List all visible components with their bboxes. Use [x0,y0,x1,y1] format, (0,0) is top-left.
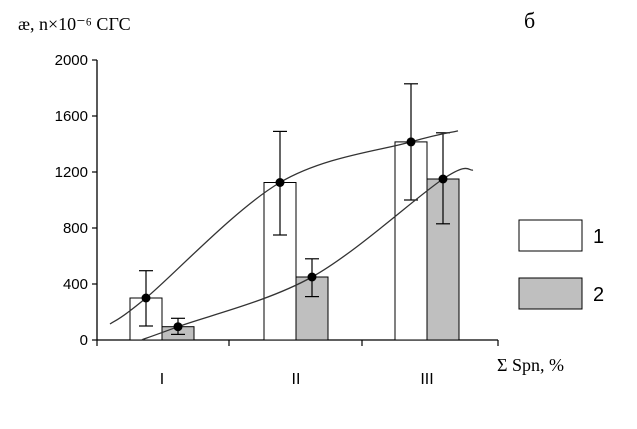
x-tick-label: II [292,371,301,388]
legend: 12 [518,219,604,310]
x-axis-title: Σ Spn, % [497,355,564,375]
legend-label-2: 2 [593,284,604,306]
y-tick-label: 400 [63,276,88,293]
data-point-series-1 [275,178,285,187]
panel-label: б [524,8,535,33]
data-point-series-2 [307,272,317,282]
data-point-series-1 [406,137,416,147]
x-tick-label: III [420,371,433,388]
data-point-series-1 [141,293,151,303]
y-tick-label: 0 [80,332,88,349]
data-point-series-2 [173,322,183,332]
y-tick-label: 1600 [55,108,88,125]
legend-label-1: 1 [593,226,604,248]
data-point-series-2 [438,174,448,184]
y-tick-label: 1200 [55,164,88,181]
legend-swatch-1 [518,219,583,252]
legend-swatch-2 [518,277,583,310]
y-axis-title: æ, n×10⁻⁶ СГС [18,14,131,34]
y-tick-label: 2000 [55,52,88,69]
y-tick-label: 800 [63,220,88,237]
x-tick-label: I [160,371,164,388]
